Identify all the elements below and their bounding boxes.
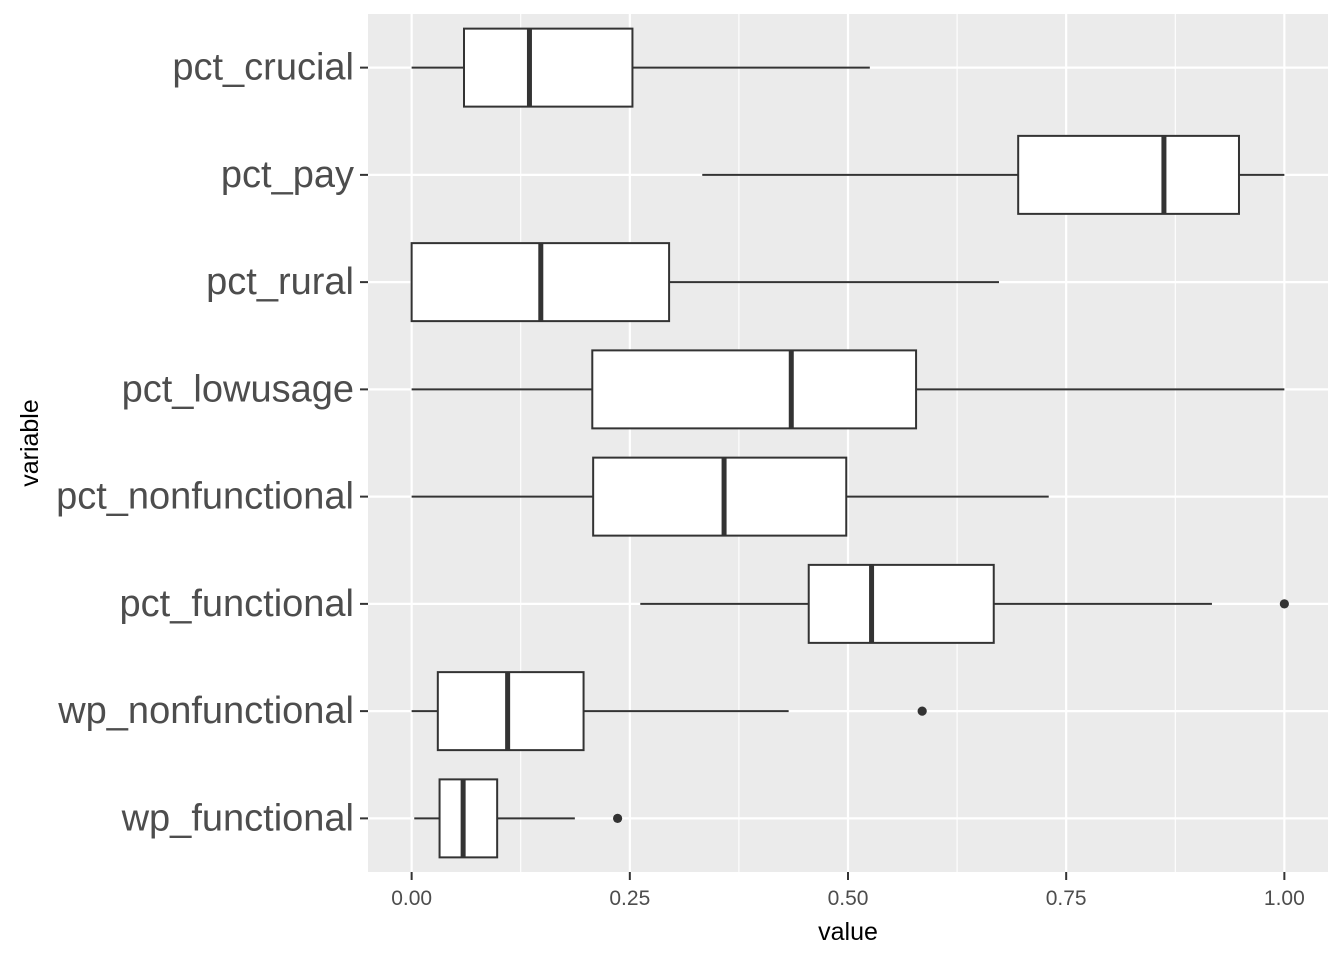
box-pct_rural <box>410 242 999 323</box>
y-tick-label: wp_nonfunctional <box>57 690 354 732</box>
x-tick-label: 0.75 <box>1046 887 1087 910</box>
box-pct_crucial <box>411 27 870 108</box>
x-tick-label: 0.00 <box>391 887 432 910</box>
box-iqr <box>1017 134 1240 215</box>
x-tick-label: 1.00 <box>1264 887 1305 910</box>
box-wp_nonfunctional <box>411 671 927 752</box>
box-iqr <box>438 778 499 859</box>
outlier-point <box>917 706 927 716</box>
box-wp_functional <box>414 778 623 859</box>
box-pct_nonfunctional <box>411 456 1049 537</box>
box-pct_lowusage <box>411 349 1285 430</box>
box-iqr <box>436 671 585 752</box>
box-iqr <box>592 456 848 537</box>
y-tick-label: pct_pay <box>221 154 354 196</box>
y-tick-label: pct_rural <box>206 261 354 303</box>
x-axis: 0.00 0.25 0.50 0.75 1.00 <box>391 872 1305 910</box>
y-tick-label: wp_functional <box>121 797 354 839</box>
x-tick-label: 0.25 <box>609 887 650 910</box>
y-axis: pct_crucial pct_pay pct_rural pct_lowusagep… <box>56 47 368 839</box>
y-tick-label: pct_lowusage <box>122 368 354 410</box>
y-tick-label: pct_nonfunctional <box>56 476 354 518</box>
box-pct_functional <box>640 563 1289 644</box>
outlier-point <box>1279 599 1289 609</box>
x-tick-label: 0.50 <box>828 887 869 910</box>
y-tick-label: pct_crucial <box>172 47 354 89</box>
y-axis-title: variable <box>16 399 44 487</box>
box-pct_pay <box>702 134 1285 215</box>
box-iqr <box>463 27 634 108</box>
x-axis-title: value <box>818 918 878 946</box>
box-series <box>410 27 1289 859</box>
y-tick-label: pct_functional <box>120 583 355 625</box>
outlier-point <box>613 813 623 823</box>
box-iqr <box>807 563 995 644</box>
box-iqr <box>591 349 918 430</box>
